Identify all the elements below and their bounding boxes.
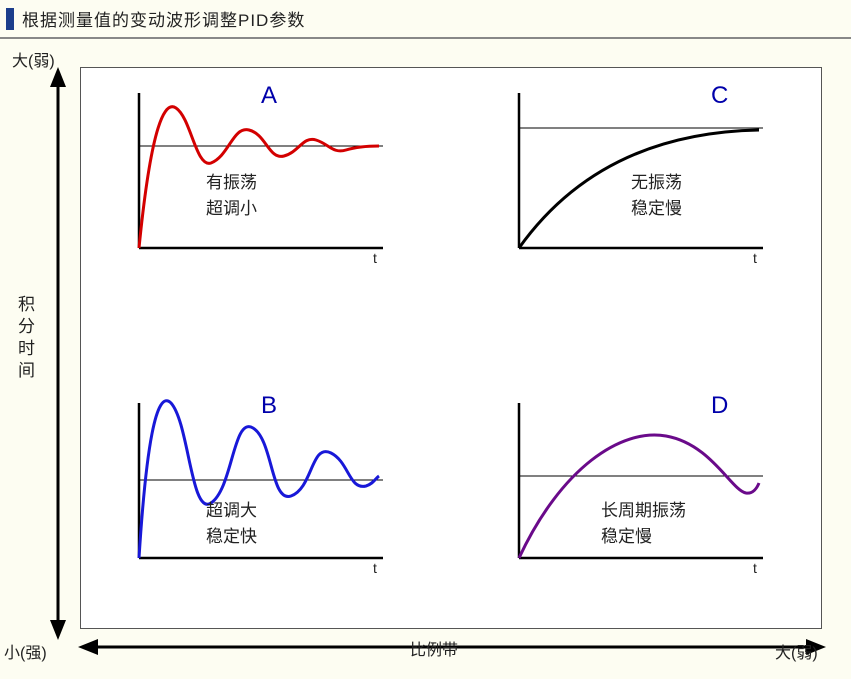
panel-d-desc: 长周期振荡 稳定慢 (601, 498, 686, 549)
panel-d-chart (501, 398, 771, 583)
panel-a-letter: A (261, 82, 277, 110)
panel-b-desc: 超调大 稳定快 (206, 498, 257, 549)
panel-a-desc1: 有振荡 (206, 173, 257, 192)
x-axis-title: 比例带 (410, 636, 458, 660)
panel-a-desc: 有振荡 超调小 (206, 170, 257, 221)
panel-d-desc1: 长周期振荡 (601, 501, 686, 520)
title-bar: 根据测量值的变动波形调整PID参数 (0, 0, 851, 39)
panel-d-letter: D (711, 392, 728, 420)
title-accent (6, 8, 14, 30)
y-axis-arrow (48, 67, 68, 677)
panel-b-letter: B (261, 392, 277, 420)
panel-a-t: t (373, 250, 377, 266)
panel-c-desc2: 稳定慢 (631, 199, 682, 218)
panel-b: B 超调大 稳定快 t (121, 398, 391, 578)
title-text: 根据测量值的变动波形调整PID参数 (22, 6, 305, 31)
panel-b-chart (121, 398, 391, 583)
panel-d-desc2: 稳定慢 (601, 527, 652, 546)
panel-d: D 长周期振荡 稳定慢 t (501, 398, 771, 578)
y-bottom-label: 小(强) (4, 639, 47, 663)
diagram-area: 大(弱) 小(强) 积分时间 比例带 大(弱) A 有振荡 超调小 (0, 39, 851, 679)
panel-c: C 无振荡 稳定慢 t (501, 88, 771, 268)
panel-b-desc2: 稳定快 (206, 527, 257, 546)
x-right-label: 大(弱) (775, 639, 818, 663)
panel-a-desc2: 超调小 (206, 199, 257, 218)
panel-b-desc1: 超调大 (206, 501, 257, 520)
y-axis-title: 积分时间 (18, 294, 35, 382)
panel-c-letter: C (711, 82, 728, 110)
panel-c-desc1: 无振荡 (631, 173, 682, 192)
y-top-label: 大(弱) (12, 47, 55, 71)
panel-a: A 有振荡 超调小 t (121, 88, 391, 268)
outer-box: A 有振荡 超调小 t C 无振荡 稳定慢 t (80, 67, 822, 629)
panel-c-desc: 无振荡 稳定慢 (631, 170, 682, 221)
panel-c-t: t (753, 250, 757, 266)
panel-b-t: t (373, 560, 377, 576)
panel-d-t: t (753, 560, 757, 576)
